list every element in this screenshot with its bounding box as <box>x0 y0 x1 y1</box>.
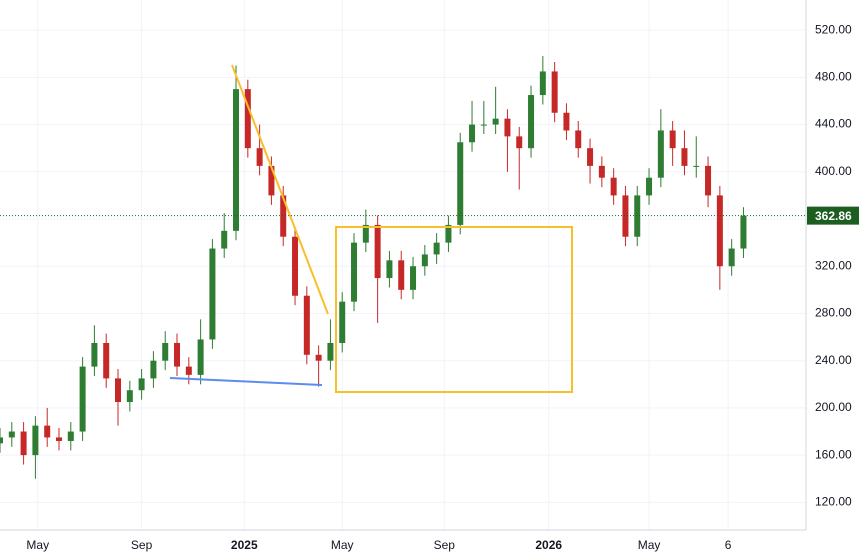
candle-body <box>551 71 558 113</box>
candle-body <box>174 342 181 367</box>
x-tick-label: May <box>26 538 49 552</box>
candle-body <box>209 248 216 340</box>
candle-body <box>646 177 653 196</box>
candles <box>0 56 747 479</box>
candle-body <box>150 360 157 379</box>
candle-body <box>233 89 240 231</box>
candle-body <box>421 254 428 267</box>
candle-body <box>0 437 3 444</box>
candle-body <box>386 260 393 279</box>
candle-body <box>126 390 133 403</box>
y-tick-label: 440.00 <box>815 117 852 131</box>
candle-body <box>469 124 476 143</box>
candle-body <box>185 366 192 375</box>
y-tick-label: 400.00 <box>815 164 852 178</box>
candle-body <box>705 165 712 196</box>
range-box <box>335 226 573 393</box>
candle-body <box>398 260 405 290</box>
candle-body <box>44 425 51 438</box>
candle-body <box>115 378 122 403</box>
candle-body <box>91 342 98 367</box>
candle-body <box>716 195 723 267</box>
candle-body <box>480 124 487 126</box>
y-tick-label: 200.00 <box>815 400 852 414</box>
x-tick-label: May <box>331 538 354 552</box>
last-price-box <box>807 206 859 225</box>
candle-body <box>598 165 605 178</box>
x-tick-label: May <box>638 538 661 552</box>
candle-body <box>315 354 322 361</box>
candle-body <box>657 130 664 178</box>
candle-body <box>20 431 27 456</box>
candle-body <box>351 242 358 302</box>
candle-body <box>693 165 700 167</box>
candle-body <box>256 148 263 166</box>
candle-body <box>681 148 688 166</box>
candle-body <box>244 89 251 149</box>
x-tick-label: 6 <box>725 538 732 552</box>
candle-body <box>410 266 417 290</box>
candle-body <box>528 95 535 149</box>
candle-body <box>634 195 641 237</box>
candle-body <box>56 437 63 441</box>
candle-body <box>563 112 570 131</box>
last-price-label: 362.86 <box>815 209 852 223</box>
y-tick-label: 120.00 <box>815 495 852 509</box>
candle-body <box>374 224 381 279</box>
candle-body <box>445 224 452 243</box>
candle-body <box>327 342 334 361</box>
y-tick-label: 320.00 <box>815 258 852 272</box>
candle-body <box>669 130 676 149</box>
candle-body <box>539 71 546 96</box>
x-tick-label: Sep <box>434 538 456 552</box>
candle-body <box>457 142 464 225</box>
candle-body <box>492 118 499 125</box>
x-tick-label: 2025 <box>231 538 258 552</box>
y-tick-label: 480.00 <box>815 70 852 84</box>
candle-body <box>610 177 617 196</box>
y-tick-label: 160.00 <box>815 447 852 461</box>
y-tick-label: 280.00 <box>815 306 852 320</box>
candle-body <box>740 215 747 249</box>
candle-body <box>280 195 287 237</box>
trend-line <box>231 64 329 315</box>
candle-body <box>622 195 629 237</box>
candle-body <box>728 248 735 267</box>
candle-body <box>79 366 86 432</box>
candle-body <box>103 342 110 379</box>
candle-body <box>339 301 346 343</box>
candle-body <box>362 224 369 243</box>
candle-body <box>221 230 228 249</box>
candle-body <box>268 165 275 196</box>
y-tick-label: 240.00 <box>815 353 852 367</box>
drawings <box>169 64 573 393</box>
candle-body <box>197 339 204 375</box>
y-tick-label: 520.00 <box>815 22 852 36</box>
support-line <box>169 377 323 386</box>
candle-body <box>575 130 582 149</box>
x-tick-label: Sep <box>131 538 153 552</box>
candle-body <box>433 242 440 255</box>
candle-body <box>138 378 145 391</box>
candle-body <box>292 236 299 296</box>
candle-body <box>162 342 169 361</box>
candle-body <box>516 136 523 149</box>
candle-body <box>587 148 594 166</box>
candle-body <box>303 295 310 355</box>
candle-body <box>8 431 15 438</box>
candle-body <box>504 118 511 137</box>
candle-body <box>67 431 74 441</box>
axes: 120.00160.00200.00240.00280.00320.00360.… <box>0 22 859 552</box>
candle-body <box>32 425 39 456</box>
x-tick-label: 2026 <box>535 538 562 552</box>
